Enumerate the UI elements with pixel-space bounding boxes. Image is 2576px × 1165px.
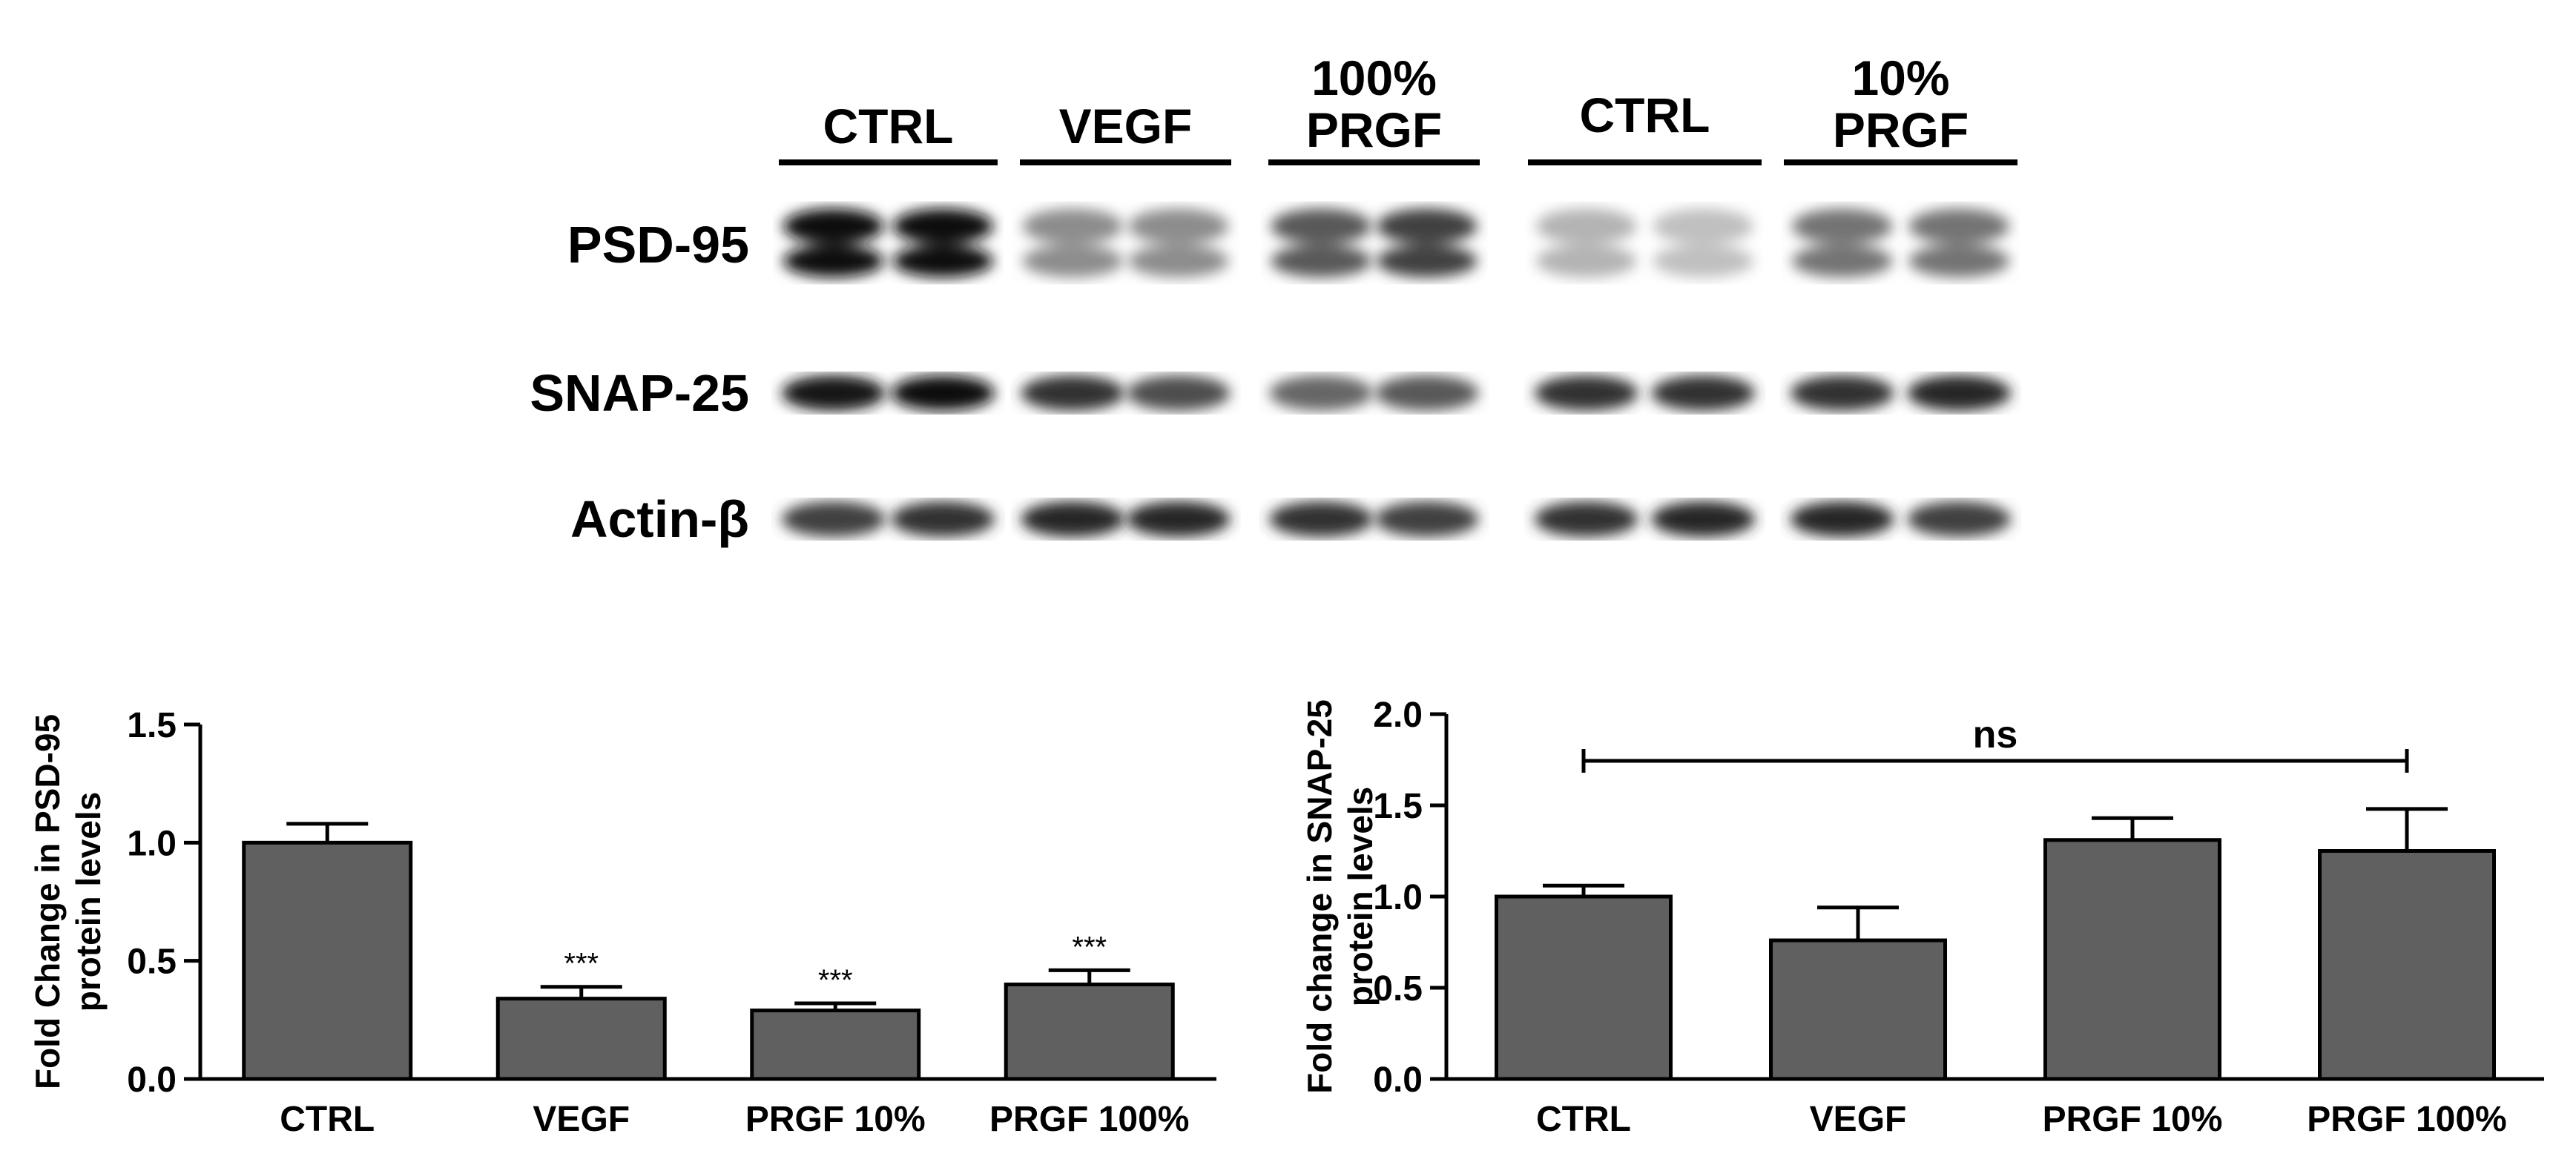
blot-band: [1126, 375, 1231, 411]
bar: [2043, 838, 2221, 1081]
blot-band: [1022, 208, 1124, 277]
y-tick-label: 1.5: [127, 706, 177, 745]
bar: [1769, 938, 1947, 1081]
bar: [2318, 849, 2496, 1081]
y-tick-label: 0.0: [127, 1060, 177, 1100]
bar: [1495, 894, 1673, 1081]
y-tick-label: 1.0: [127, 824, 177, 863]
blot-band: [1534, 375, 1638, 411]
blot-band: [1126, 501, 1231, 537]
blot-band: [1790, 501, 1894, 537]
y-tick-label: 0.5: [1373, 969, 1423, 1009]
bar: [242, 840, 413, 1081]
y-tick-label: 1.0: [1373, 878, 1423, 917]
lane-group-label: VEGF: [1058, 99, 1193, 154]
bar: [495, 997, 667, 1081]
y-axis-label: Fold Change in PSD-95: [28, 714, 67, 1089]
blot-band: [781, 375, 886, 411]
lane-group-label: 100%: [1311, 50, 1437, 105]
blot-band: [1374, 375, 1479, 411]
bar: [750, 1009, 921, 1081]
blot-band: [1791, 208, 1893, 277]
x-tick-label: PRGF 100%: [989, 1100, 1189, 1139]
blot-band: [1021, 375, 1125, 411]
blot-band: [1269, 375, 1374, 411]
x-tick-label: PRGF 10%: [2043, 1100, 2223, 1139]
y-axis-label: protein levels: [1341, 787, 1380, 1007]
y-tick-label: 0.5: [127, 943, 177, 982]
snap25-bar-chart: 0.0 0.5 1.0 1.5 2.0 Fold change in SNAP-25 pro…: [1300, 696, 2544, 1139]
lane-group-label: 10%: [1851, 50, 1950, 105]
y-tick-label: 1.5: [1373, 787, 1423, 826]
blot-band: [1376, 208, 1478, 277]
blot-band: [783, 208, 884, 277]
lane-group-underline: [1528, 159, 1762, 165]
blot-band: [1790, 375, 1894, 411]
lane-group-label: PRGF: [1305, 102, 1443, 157]
blot-band: [1651, 375, 1756, 411]
significance-label: ***: [1072, 931, 1107, 963]
blot-band: [891, 375, 995, 411]
blot-band: [1127, 208, 1229, 277]
blot-band: [1907, 501, 2012, 537]
lane-group-label: CTRL: [823, 99, 954, 154]
blot-row-label: SNAP-25: [530, 364, 749, 422]
y-axis-label: Fold change in SNAP-25: [1300, 699, 1339, 1094]
blot-band: [892, 208, 994, 277]
x-tick-label: VEGF: [533, 1100, 630, 1139]
blot-band: [1653, 208, 1754, 277]
x-tick-label: VEGF: [1810, 1100, 1907, 1139]
significance-label: ***: [818, 964, 853, 997]
blot-band: [1269, 501, 1374, 537]
blot-band: [1535, 208, 1637, 277]
western-blot-panel: CTRL VEGF 100% PRGF CTRL 10% PRGF PSD-95 SNAP-25…: [530, 50, 2017, 548]
x-tick-label: CTRL: [1536, 1100, 1631, 1139]
blot-band: [1374, 501, 1479, 537]
blot-band: [781, 501, 886, 537]
x-tick-label: CTRL: [280, 1100, 375, 1139]
bracket-label: ns: [1973, 713, 2018, 756]
psd95-bar-chart: 0.0 0.5 1.0 1.5 Fold Change in PSD-95 protein…: [28, 706, 1216, 1139]
x-tick-label: PRGF 10%: [745, 1100, 926, 1139]
blot-band: [1907, 375, 2012, 411]
y-tick-label: 0.0: [1373, 1060, 1423, 1100]
lane-group-underline: [1268, 159, 1480, 165]
lane-group-underline: [1020, 159, 1231, 165]
y-tick-label: 2.0: [1373, 696, 1423, 735]
blot-row-label: Actin-β: [570, 490, 749, 548]
blot-band: [1651, 501, 1756, 537]
x-tick-label: PRGF 100%: [2307, 1100, 2506, 1139]
lane-group-label: PRGF: [1832, 102, 1969, 157]
y-axis-label: protein levels: [69, 792, 108, 1012]
lane-group-label: CTRL: [1579, 88, 1710, 142]
lane-group-underline: [779, 159, 998, 165]
blot-row-label: PSD-95: [567, 216, 749, 274]
blot-band: [1021, 501, 1125, 537]
blot-band: [1908, 208, 2010, 277]
blot-band: [1534, 501, 1638, 537]
blot-band: [1271, 208, 1372, 277]
blot-band: [891, 501, 995, 537]
significance-label: ***: [564, 948, 599, 980]
bar: [1004, 983, 1175, 1081]
lane-group-underline: [1784, 159, 2017, 165]
